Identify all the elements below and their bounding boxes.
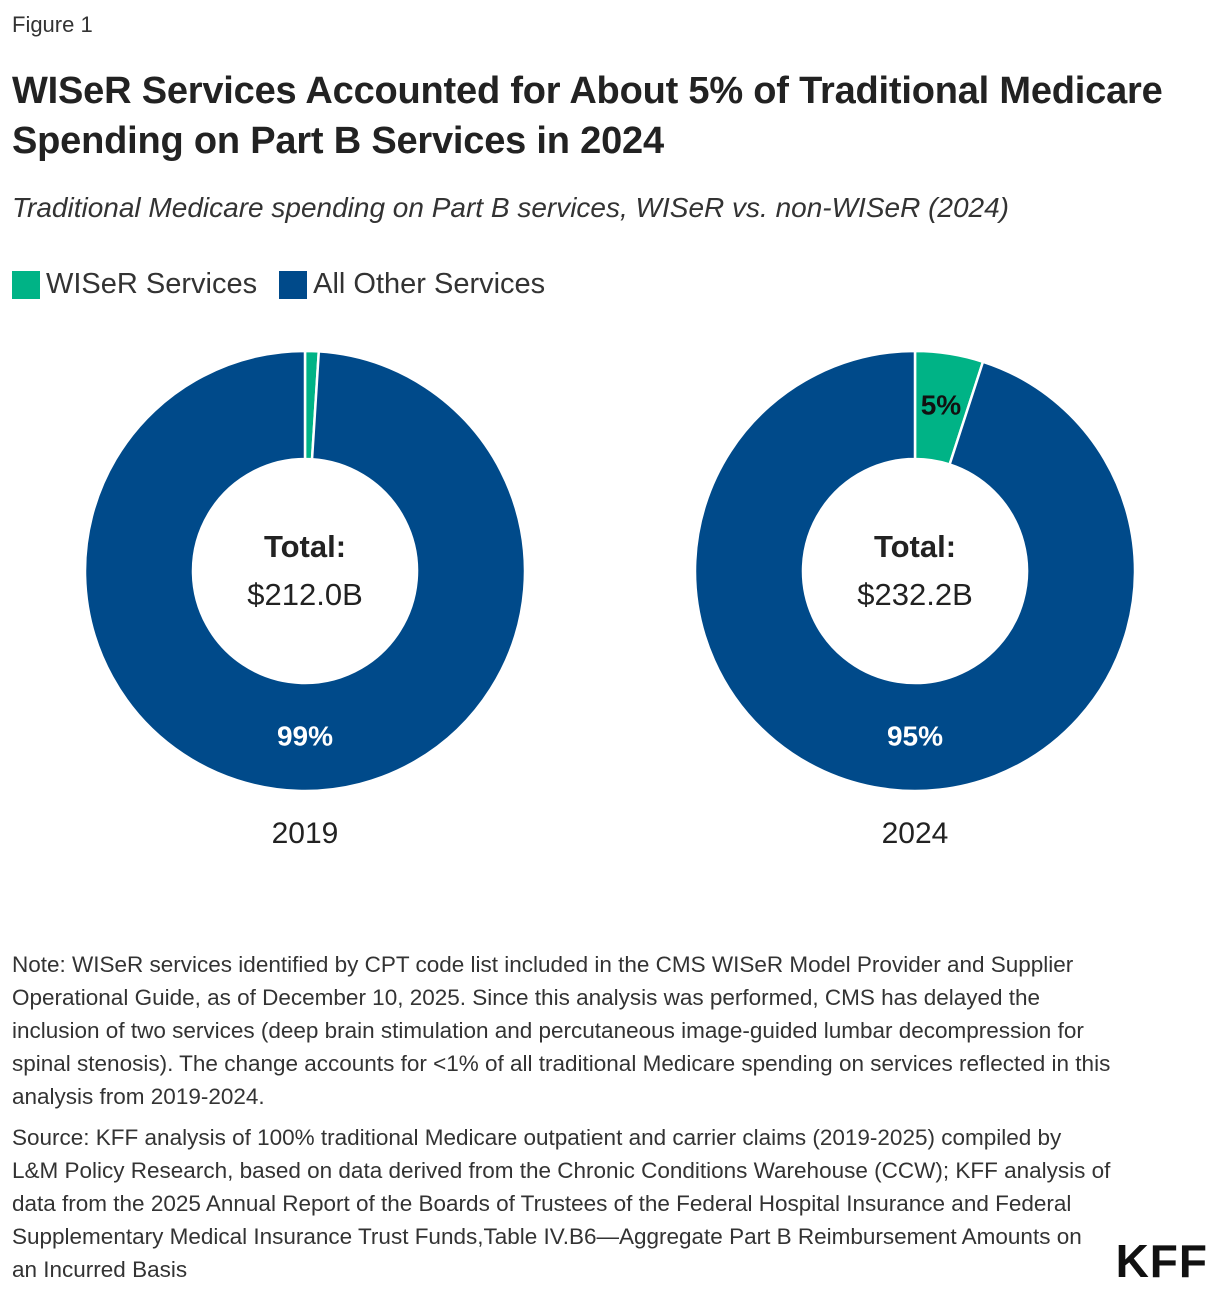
chart-title: WISeR Services Accounted for About 5% of… [12, 70, 1163, 162]
year-label-2024: 2024 [882, 817, 949, 850]
center-value-2024: $232.2B [857, 577, 973, 612]
kff-logo: KFF [1115, 1235, 1208, 1287]
figure-label: Figure 1 [12, 12, 93, 37]
legend-label-wiser: WISeR Services [46, 268, 258, 300]
legend: WISeR Services All Other Services [12, 268, 567, 301]
source-text: Source: KFF analysis of 100% traditional… [12, 1125, 1111, 1282]
slice-2024-1 [693, 349, 1137, 793]
legend-label-other: All Other Services [313, 268, 546, 300]
note-text: Note: WISeR services identified by CPT c… [12, 952, 1111, 1109]
legend-item-wiser: WISeR Services [12, 268, 257, 301]
center-label-2019: Total: [264, 529, 346, 564]
slice-label-2024-0: 5% [921, 389, 962, 420]
slice-label-2024-1: 95% [887, 720, 943, 751]
chart-subtitle: Traditional Medicare spending on Part B … [12, 192, 1010, 223]
donut-charts: 99% Total: $212.0B 2019 5% 95% Total: $232.2B 20… [83, 349, 1137, 850]
slice-label-2019-1: 99% [277, 720, 333, 751]
year-label-2019: 2019 [272, 817, 339, 850]
legend-item-other: All Other Services [279, 268, 545, 301]
center-label-2024: Total: [874, 529, 956, 564]
legend-swatch-wiser [12, 270, 40, 299]
legend-swatch-other [279, 270, 308, 299]
slice-2019-1 [83, 349, 527, 793]
notes: Note: WISeR services identified by CPT c… [12, 948, 1112, 1294]
center-value-2019: $212.0B [247, 577, 363, 612]
